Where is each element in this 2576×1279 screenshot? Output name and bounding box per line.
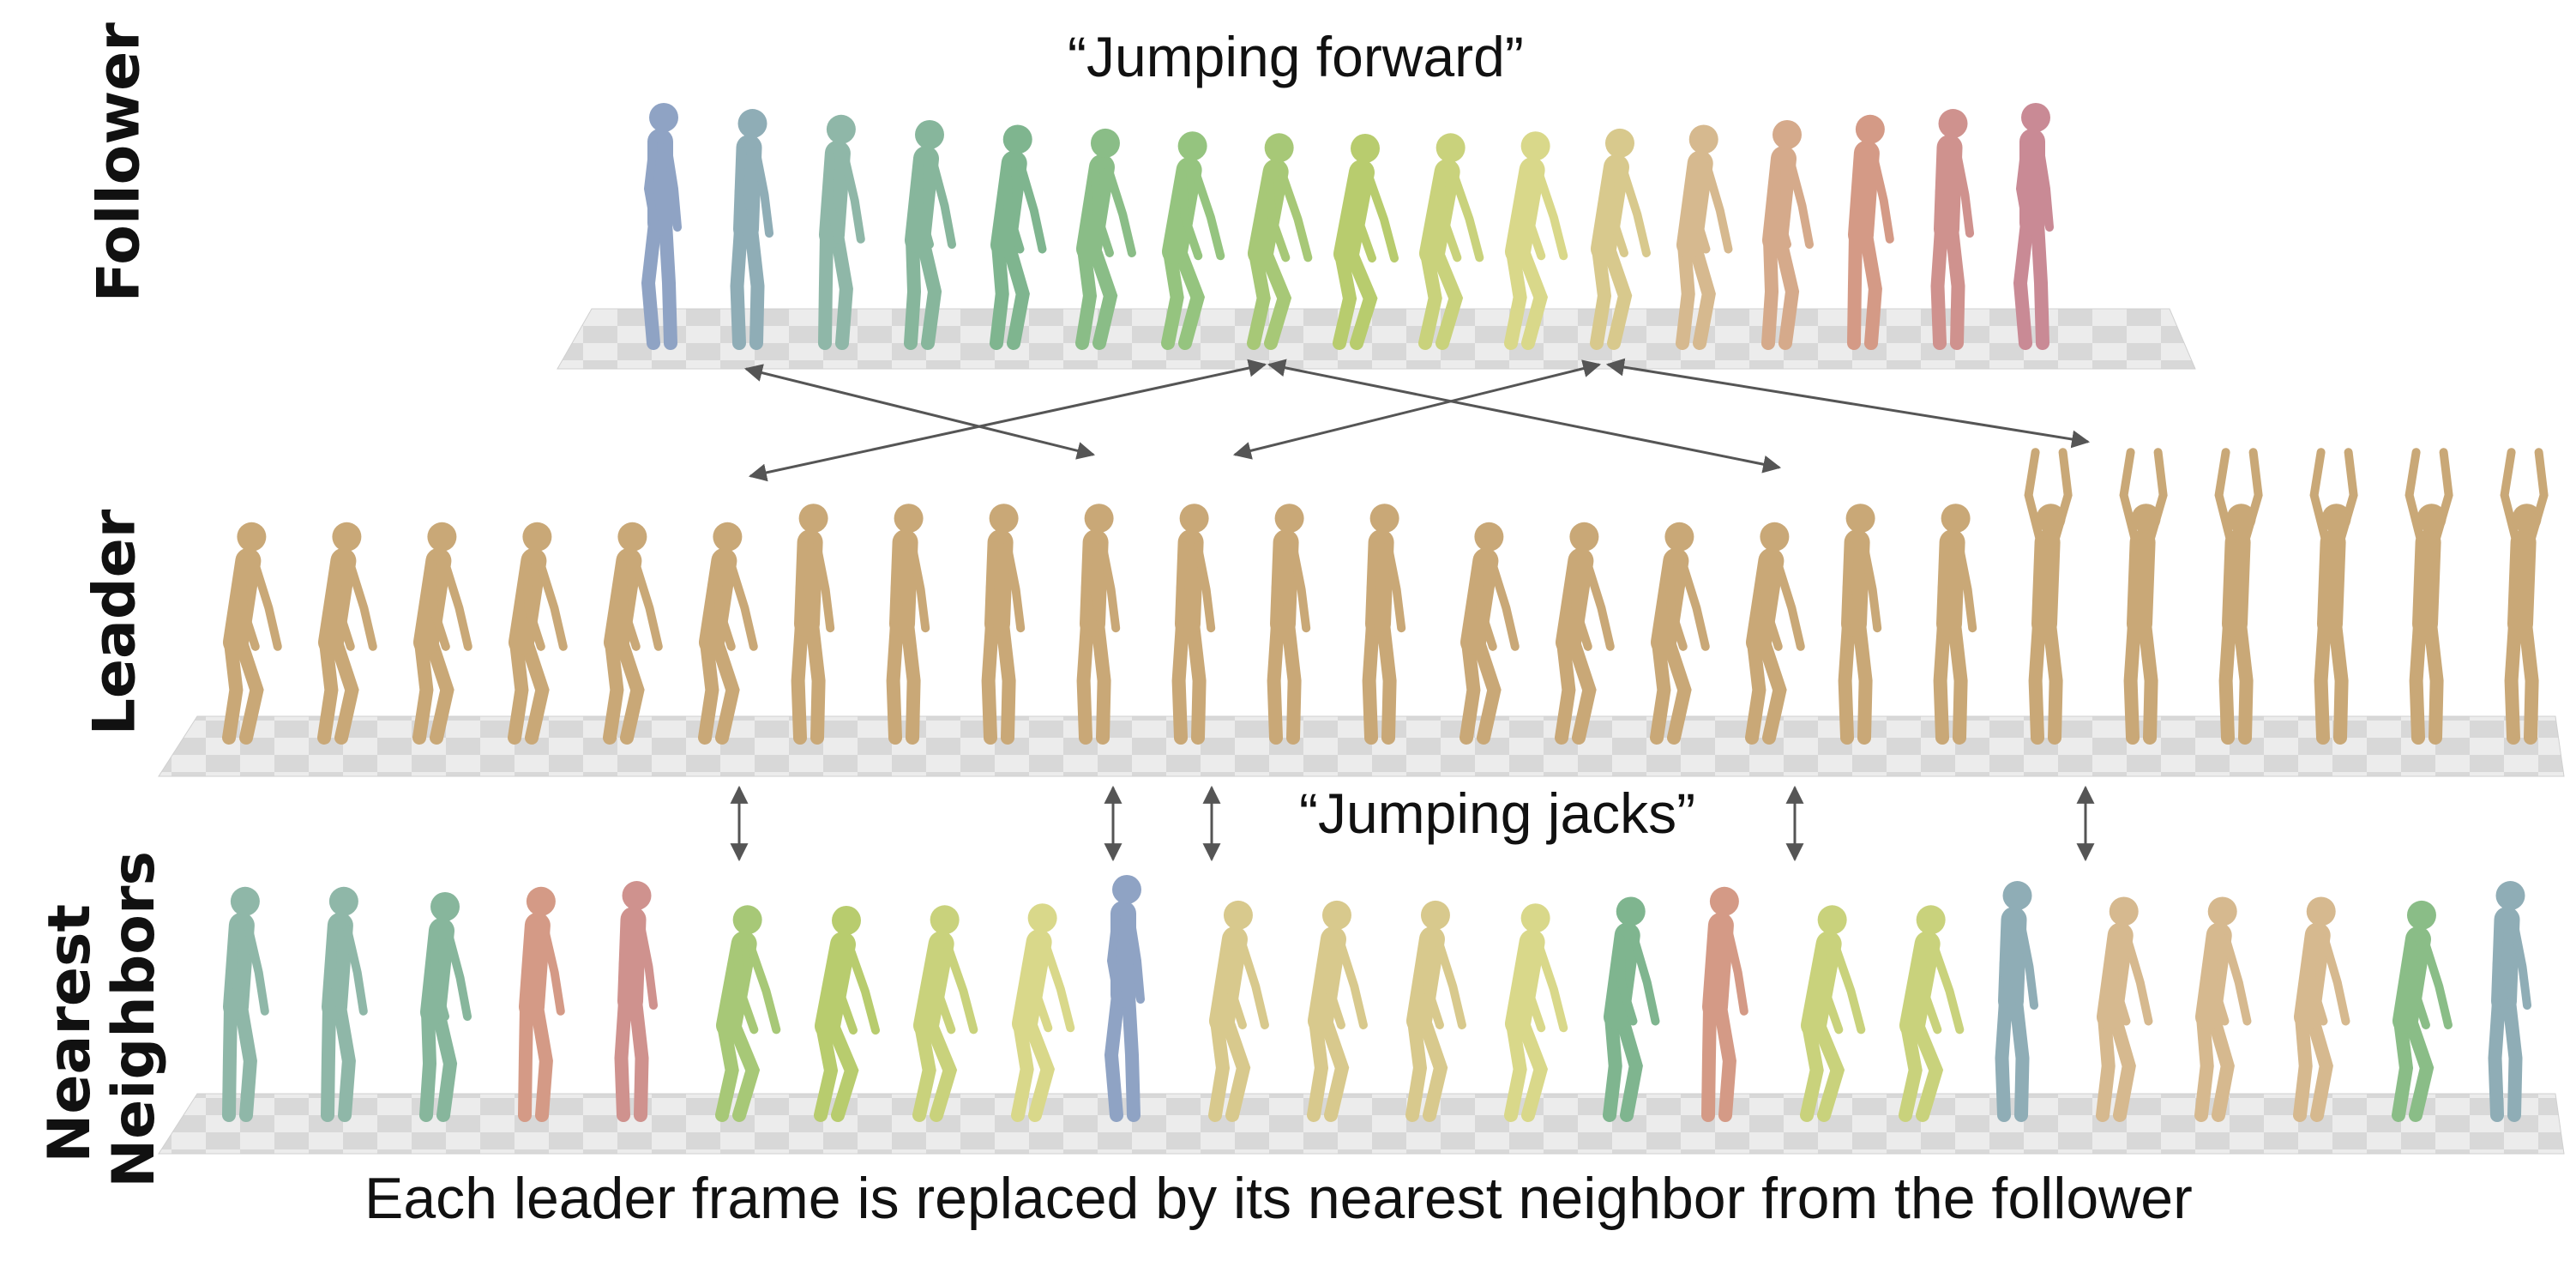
follower-figure — [2013, 103, 2054, 350]
follower-figure — [1075, 128, 1136, 350]
neighbor-figure — [1208, 900, 1269, 1122]
leader-figure — [412, 522, 472, 745]
follower-figure — [1161, 131, 1225, 350]
leader-figure — [1555, 522, 1615, 745]
arrow-follower-to-leader-5 — [1605, 358, 2091, 449]
leader-figure — [603, 522, 663, 745]
leader-figure — [1745, 522, 1805, 745]
neighbor-figure — [1504, 903, 1568, 1122]
row-label-leader: Leader — [81, 509, 149, 736]
follower-figure — [1930, 109, 1975, 350]
leader-figure — [1076, 504, 1121, 745]
follower-figure — [1247, 133, 1313, 350]
neighbor-figure — [1899, 905, 1965, 1122]
row-label-nearest-line1: Nearest — [36, 904, 105, 1163]
neighbor-figure — [222, 886, 269, 1122]
leader-figure — [2119, 448, 2168, 745]
neighbor-figure — [1800, 905, 1866, 1122]
follower-figure — [990, 124, 1047, 350]
row-label-nearest-line2: Neighbors — [100, 850, 168, 1188]
follower-figure — [1676, 124, 1733, 350]
row-label-follower: Follower — [85, 22, 153, 303]
follower-figure — [1504, 131, 1568, 350]
correspondence-arrows — [743, 358, 2091, 482]
neighbor-figure — [1995, 881, 2039, 1122]
row-label-nearest-neighbors: Nearest Neighbors — [36, 851, 168, 1188]
neighbor-figure — [2096, 896, 2153, 1122]
neighbors-floor — [158, 1093, 2565, 1155]
neighbor-figure — [2488, 881, 2532, 1122]
leader-figure — [2309, 448, 2358, 745]
neighbor-figure — [2293, 896, 2350, 1122]
follower-figure — [818, 114, 865, 350]
follower-figure — [730, 109, 774, 350]
leader-figure — [317, 522, 377, 745]
leader-figure — [698, 522, 758, 745]
follower-floor — [557, 308, 2196, 370]
neighbor-figure — [1104, 875, 1145, 1122]
leader-figure — [1267, 504, 1311, 745]
neighbor-figure — [2194, 896, 2252, 1122]
leader-figure — [1171, 504, 1216, 745]
leader-figure — [1362, 504, 1406, 745]
leader-figure — [1933, 504, 1977, 745]
nearest-neighbor-figures — [222, 875, 2532, 1122]
follower-figure — [904, 120, 956, 350]
follower-figure — [1761, 120, 1814, 350]
follower-figure — [1847, 114, 1894, 350]
leader-figure — [1650, 522, 1710, 745]
caption-bottom: Each leader frame is replaced by its nea… — [364, 1166, 2193, 1231]
neighbor-figure — [1307, 900, 1368, 1122]
neighbor-figure — [1701, 886, 1748, 1122]
leader-figure — [222, 522, 282, 745]
neighbor-figure — [1603, 896, 1660, 1122]
caption-leader-motion: “Jumping jacks” — [1299, 781, 1696, 845]
leader-figure — [2214, 448, 2263, 745]
neighbor-figure — [419, 892, 472, 1122]
leader-figure — [981, 504, 1026, 745]
leader-figure — [1460, 522, 1520, 745]
neighbor-figure — [814, 906, 880, 1122]
leader-figure — [886, 504, 930, 745]
leader-figure — [2500, 448, 2549, 745]
leader-figure — [2024, 448, 2073, 745]
arrow-follower-to-leader-2 — [748, 359, 1267, 482]
leader-figure — [1838, 504, 1882, 745]
neighbor-figure — [1405, 900, 1466, 1122]
vertical-arrows — [730, 785, 2095, 862]
follower-figure — [1418, 133, 1484, 350]
leader-figures — [222, 448, 2549, 745]
neighbor-figure — [912, 905, 978, 1122]
follower-figure — [1590, 128, 1651, 350]
leader-figure — [508, 522, 568, 745]
follower-figure — [1333, 134, 1399, 350]
follower-figures — [641, 103, 2054, 350]
neighbor-figure — [614, 881, 659, 1122]
neighbor-figure — [2392, 900, 2453, 1122]
neighbor-figure — [715, 905, 781, 1122]
arrow-follower-to-leader-4 — [1232, 359, 1602, 460]
leader-figure — [791, 504, 835, 745]
caption-follower-motion: “Jumping forward” — [1068, 25, 1524, 88]
neighbor-figure — [321, 886, 368, 1122]
neighbor-figure — [1011, 903, 1075, 1122]
leader-figure — [2404, 448, 2453, 745]
follower-figure — [641, 103, 682, 350]
neighbor-figure — [518, 886, 565, 1122]
